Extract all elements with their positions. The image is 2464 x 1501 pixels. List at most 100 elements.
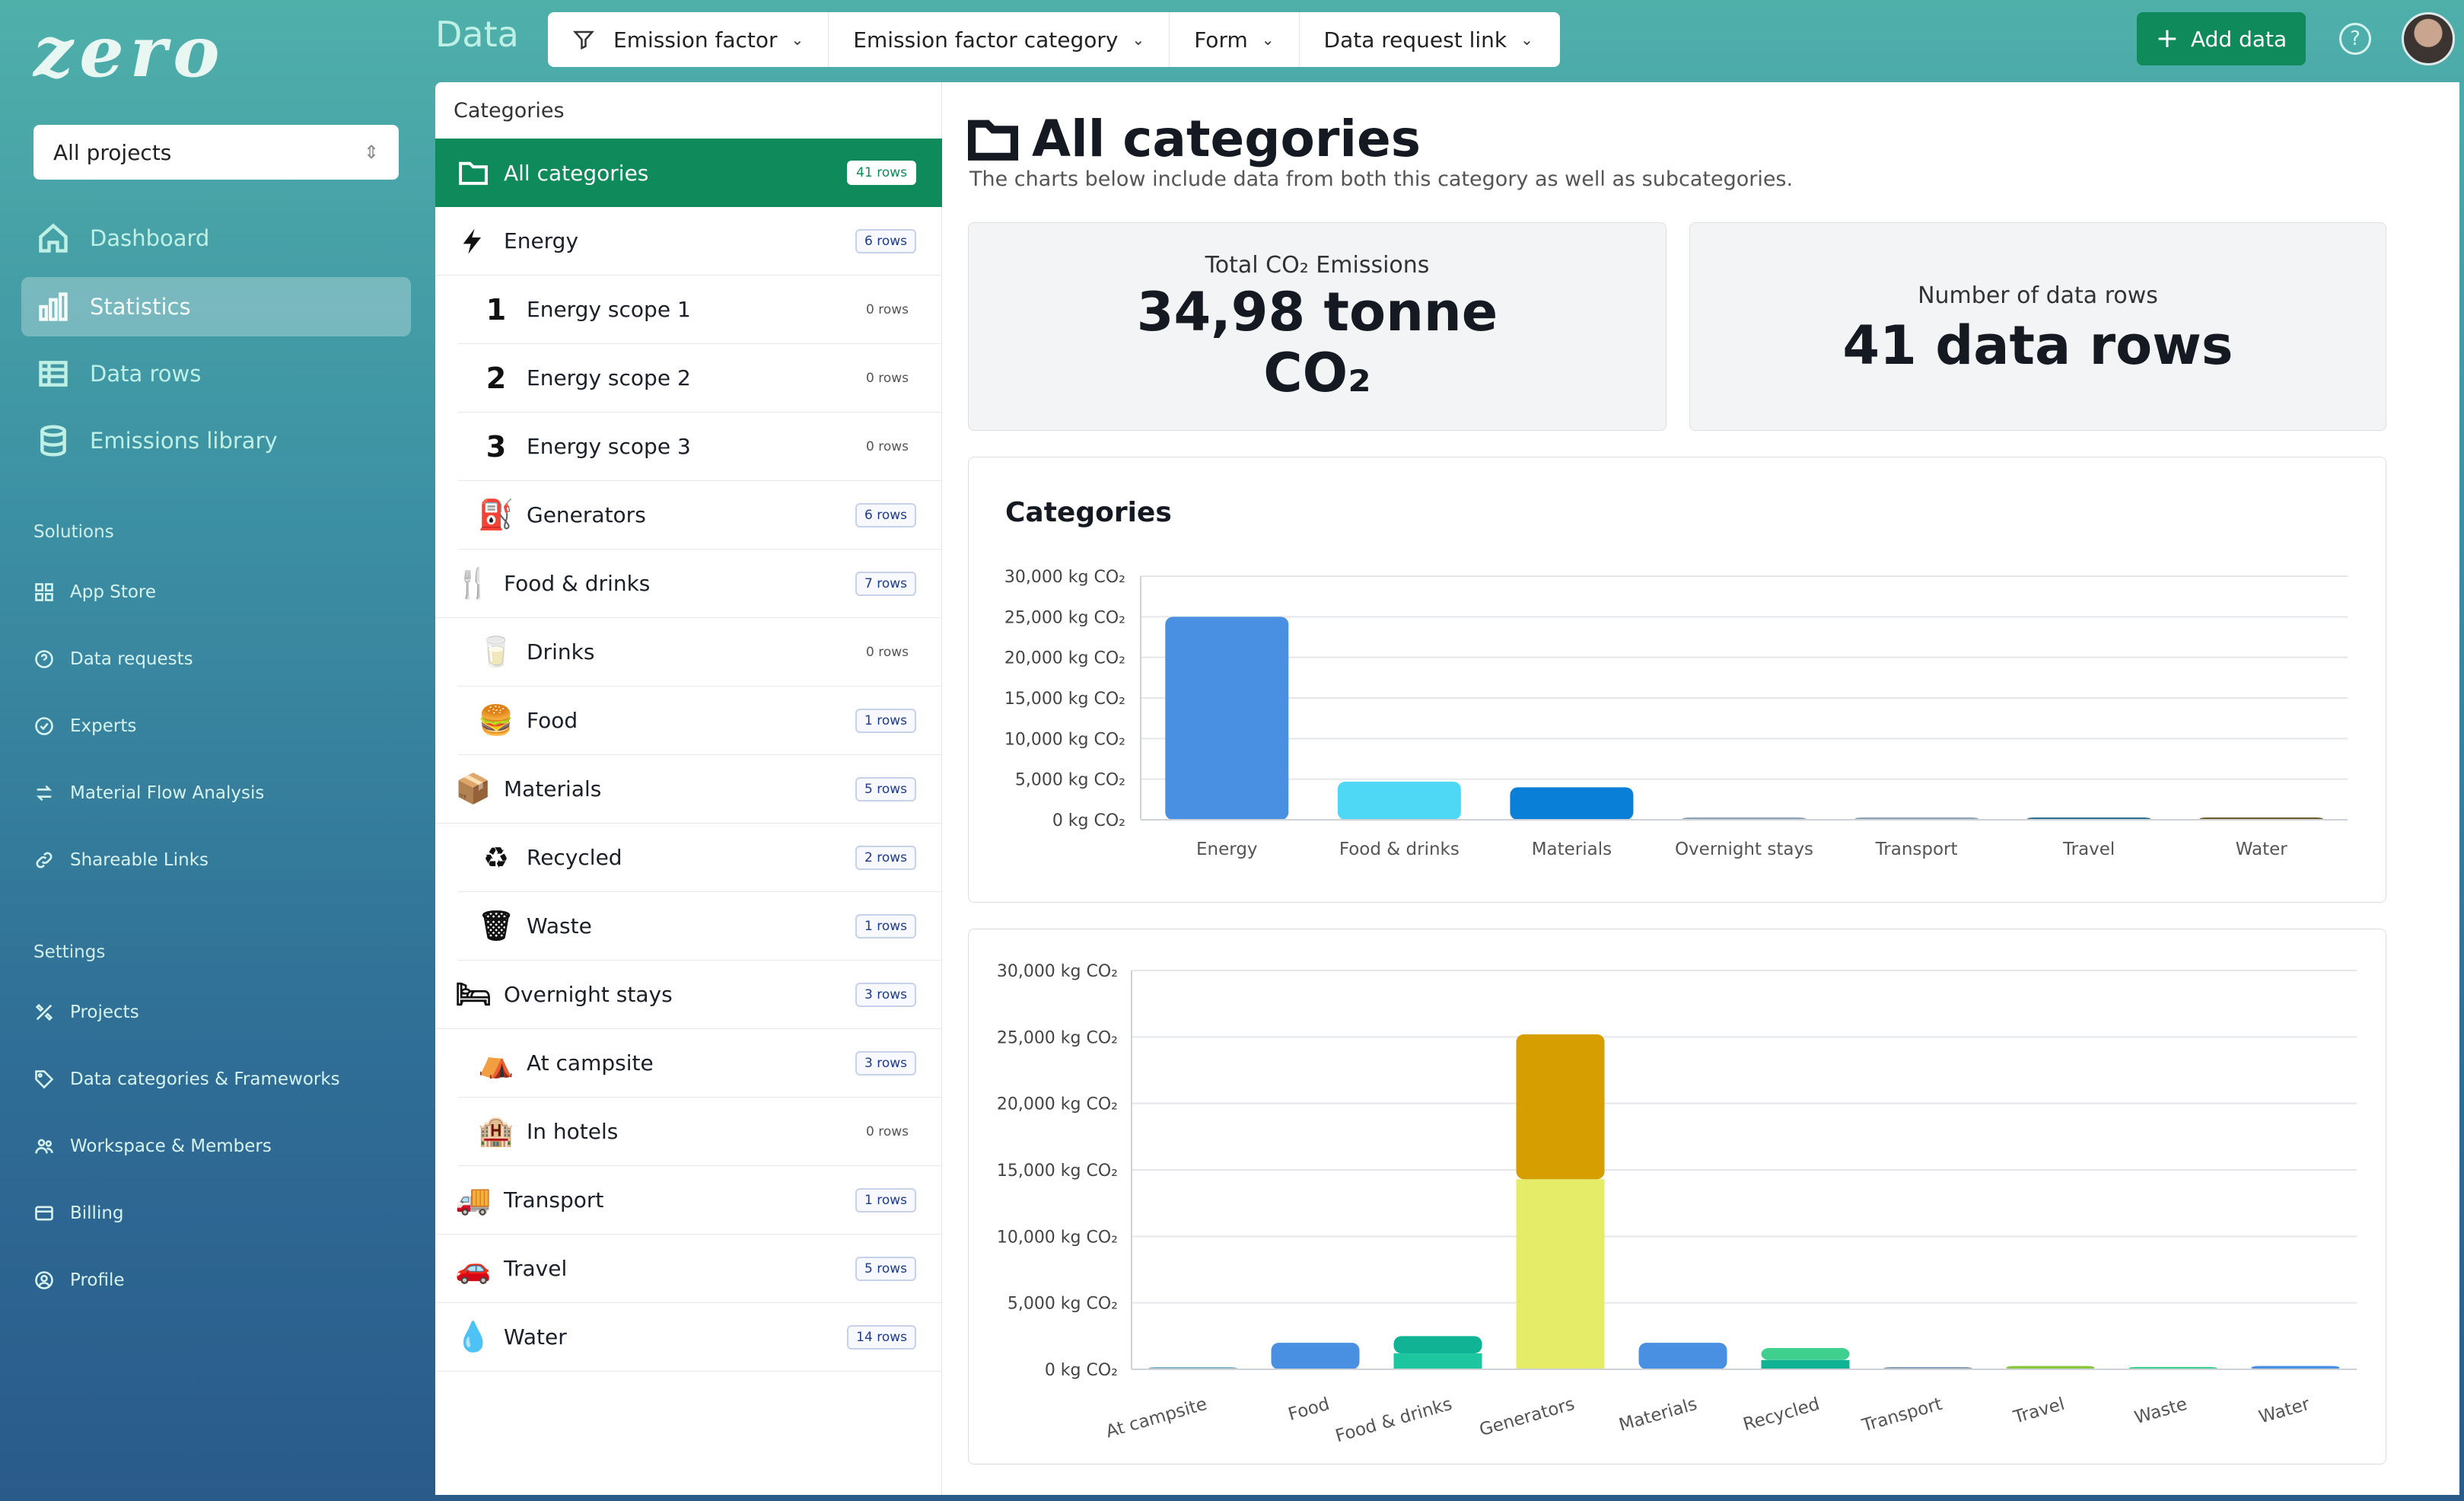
row-count-badge: 3 rows bbox=[855, 1050, 916, 1076]
plus-icon: + bbox=[2155, 23, 2179, 54]
category-row-all-categories[interactable]: All categories 41 rows bbox=[435, 139, 942, 207]
category-row-waste[interactable]: 🗑 Waste 1 rows bbox=[458, 892, 942, 961]
total-emissions-unit: CO₂ bbox=[1263, 342, 1371, 404]
category-label: Travel bbox=[504, 1256, 568, 1281]
nav-label: Data categories & Frameworks bbox=[70, 1069, 340, 1089]
link-icon bbox=[36, 852, 53, 868]
x-tick-label: Water bbox=[2257, 1394, 2313, 1428]
avatar[interactable] bbox=[2402, 12, 2455, 65]
row-count-badge: 0 rows bbox=[866, 1123, 909, 1139]
category-row-materials[interactable]: 📦 Materials 5 rows bbox=[435, 755, 942, 824]
tent-icon: ⛺ bbox=[478, 1046, 514, 1079]
nav-statistics[interactable]: Statistics bbox=[21, 277, 411, 336]
nav-shareable-links[interactable]: Shareable Links bbox=[33, 849, 209, 871]
truck-icon: 🚚 bbox=[455, 1183, 492, 1216]
nav-emissions-library[interactable]: Emissions library bbox=[21, 411, 411, 470]
y-tick-label: 10,000 kg CO₂ bbox=[997, 1228, 1118, 1247]
nav-experts[interactable]: Experts bbox=[33, 715, 136, 737]
x-tick-label: Generators bbox=[1477, 1394, 1577, 1440]
x-tick-label: Transport bbox=[1875, 840, 1958, 859]
category-label: Energy scope 1 bbox=[527, 297, 691, 322]
y-tick-label: 5,000 kg CO₂ bbox=[1008, 1295, 1118, 1314]
nav-profile[interactable]: Profile bbox=[33, 1270, 125, 1291]
nav-data-categories[interactable]: Data categories & Frameworks bbox=[33, 1069, 340, 1090]
filter-data-request-link[interactable]: Data request link ⌄ bbox=[1300, 12, 1558, 67]
hotel-icon: 🏨 bbox=[478, 1114, 514, 1148]
category-row-transport[interactable]: 🚚 Transport 1 rows bbox=[435, 1166, 942, 1235]
nav-billing[interactable]: Billing bbox=[33, 1203, 124, 1224]
y-tick-label: 25,000 kg CO₂ bbox=[1004, 608, 1125, 627]
row-count-badge: 7 rows bbox=[855, 571, 916, 596]
category-row-recycled[interactable]: ♻ Recycled 2 rows bbox=[458, 824, 942, 892]
x-tick-label: Food & drinks bbox=[1333, 1394, 1454, 1447]
y-tick-label: 10,000 kg CO₂ bbox=[1004, 730, 1125, 749]
bar-base-materials bbox=[1638, 1343, 1727, 1369]
category-row-energy-scope-2[interactable]: 2 Energy scope 2 0 rows bbox=[458, 344, 942, 413]
credit-card-icon bbox=[35, 1206, 53, 1221]
category-row-energy-scope-1[interactable]: 1 Energy scope 1 0 rows bbox=[458, 276, 942, 344]
bar-base-water bbox=[2251, 1366, 2340, 1369]
row-count-badge: 41 rows bbox=[847, 161, 916, 185]
category-label: In hotels bbox=[527, 1119, 619, 1144]
section-title: Data bbox=[435, 14, 519, 55]
users-icon bbox=[35, 1139, 53, 1154]
category-label: At campsite bbox=[527, 1050, 654, 1076]
bar-base-travel bbox=[2006, 1366, 2095, 1369]
nav-workspace-members[interactable]: Workspace & Members bbox=[33, 1136, 272, 1157]
nav-data-requests[interactable]: Data requests bbox=[33, 649, 193, 670]
category-row-drinks[interactable]: 🥛 Drinks 0 rows bbox=[458, 618, 942, 687]
bar-base-food-drinks bbox=[1393, 1353, 1482, 1369]
y-tick-label: 20,000 kg CO₂ bbox=[1004, 649, 1125, 668]
filter-emission-factor-category[interactable]: Emission factor category ⌄ bbox=[829, 12, 1170, 67]
nav-data-rows[interactable]: Data rows bbox=[21, 344, 411, 403]
row-count-badge: 0 rows bbox=[866, 644, 909, 660]
category-row-energy-scope-3[interactable]: 3 Energy scope 3 0 rows bbox=[458, 413, 942, 481]
grid-icon bbox=[35, 583, 53, 601]
settings-heading: Settings bbox=[33, 942, 106, 962]
category-row-food-drinks[interactable]: 🍴 Food & drinks 7 rows bbox=[435, 550, 942, 618]
categories-panel: Categories All categories 41 rows Energy 6 … bbox=[435, 82, 942, 1495]
arrows-exchange-icon bbox=[36, 785, 53, 801]
nav-app-store[interactable]: App Store bbox=[33, 582, 156, 603]
category-row-travel[interactable]: 🚗 Travel 5 rows bbox=[435, 1235, 942, 1303]
bar-energy bbox=[1165, 617, 1289, 820]
nav-label: Profile bbox=[70, 1270, 125, 1290]
chevron-down-icon: ⌄ bbox=[1520, 30, 1533, 49]
zero-logo[interactable]: zero bbox=[33, 11, 226, 93]
content-area: All categories The charts below include … bbox=[942, 82, 2459, 1495]
row-count-badge: 0 rows bbox=[866, 438, 909, 454]
category-label: Waste bbox=[527, 913, 592, 939]
project-select[interactable]: All projects ⇕ bbox=[33, 125, 399, 180]
add-data-button[interactable]: + Add data bbox=[2137, 12, 2306, 65]
data-rows-label: Number of data rows bbox=[1918, 282, 2158, 309]
nav-material-flow-analysis[interactable]: Material Flow Analysis bbox=[33, 782, 264, 804]
filter-bar: Emission factor ⌄ Emission factor catego… bbox=[548, 12, 1560, 67]
category-row-overnight-stays[interactable]: 🛏 Overnight stays 3 rows bbox=[435, 961, 942, 1029]
category-row-at-campsite[interactable]: ⛺ At campsite 3 rows bbox=[458, 1029, 942, 1098]
nav-label: Projects bbox=[70, 1002, 139, 1022]
nav-projects[interactable]: Projects bbox=[33, 1002, 139, 1023]
x-tick-label: Food bbox=[1286, 1394, 1332, 1425]
category-label: Overnight stays bbox=[504, 982, 673, 1007]
category-row-in-hotels[interactable]: 🏨 In hotels 0 rows bbox=[458, 1098, 942, 1166]
row-count-badge: 1 rows bbox=[855, 913, 916, 939]
utensils-icon: 🍴 bbox=[455, 566, 492, 600]
filter-label: Emission factor bbox=[613, 27, 778, 53]
x-tick-label: Food & drinks bbox=[1339, 840, 1460, 859]
nav-label: Statistics bbox=[90, 294, 191, 320]
help-icon[interactable]: ? bbox=[2339, 23, 2371, 55]
filter-emission-factor[interactable]: Emission factor ⌄ bbox=[548, 12, 829, 67]
category-row-water[interactable]: 💧 Water 14 rows bbox=[435, 1303, 942, 1372]
category-row-food[interactable]: 🍔 Food 1 rows bbox=[458, 687, 942, 755]
bed-icon: 🛏 bbox=[454, 977, 492, 1011]
category-row-generators[interactable]: ⛽ Generators 6 rows bbox=[458, 481, 942, 550]
x-tick-label: At campsite bbox=[1103, 1394, 1209, 1442]
filter-form[interactable]: Form ⌄ bbox=[1170, 12, 1300, 67]
nav-label: Billing bbox=[70, 1203, 124, 1223]
bar-food-drinks bbox=[1337, 781, 1461, 820]
nav-dashboard[interactable]: Dashboard bbox=[21, 209, 411, 268]
droplet-icon: 💧 bbox=[455, 1320, 492, 1353]
recycle-icon: ♻ bbox=[482, 840, 510, 875]
category-label: Materials bbox=[504, 776, 602, 801]
category-row-energy[interactable]: Energy 6 rows bbox=[435, 207, 942, 276]
